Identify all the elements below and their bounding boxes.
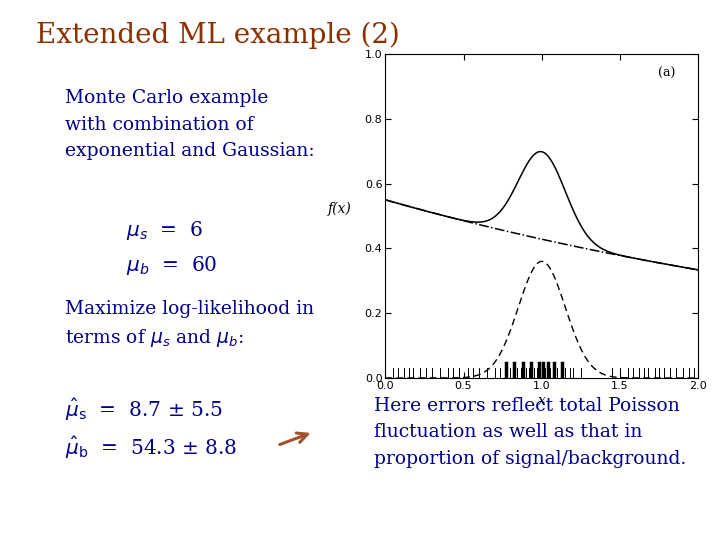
Text: $\mu_b$  =  60: $\mu_b$ = 60: [126, 254, 217, 277]
Text: Maximize log-likelihood in
terms of $\mu_s$ and $\mu_b$:: Maximize log-likelihood in terms of $\mu…: [65, 300, 314, 349]
Text: Extended ML example (2): Extended ML example (2): [36, 22, 400, 49]
Text: Here errors reflect total Poisson
fluctuation as well as that in
proportion of s: Here errors reflect total Poisson fluctu…: [374, 397, 687, 468]
Text: $\hat{\mu}_{\mathrm{s}}$  =  8.7 $\pm$ 5.5: $\hat{\mu}_{\mathrm{s}}$ = 8.7 $\pm$ 5.5: [65, 397, 222, 423]
Y-axis label: f(x): f(x): [328, 201, 351, 216]
Text: $\hat{\mu}_{\mathrm{b}}$  =  54.3 $\pm$ 8.8: $\hat{\mu}_{\mathrm{b}}$ = 54.3 $\pm$ 8.…: [65, 435, 236, 461]
X-axis label: x: x: [538, 394, 546, 408]
Text: Monte Carlo example
with combination of
exponential and Gaussian:: Monte Carlo example with combination of …: [65, 89, 315, 160]
Text: $\mu_s$  =  6: $\mu_s$ = 6: [126, 219, 203, 242]
Text: (a): (a): [657, 66, 675, 80]
